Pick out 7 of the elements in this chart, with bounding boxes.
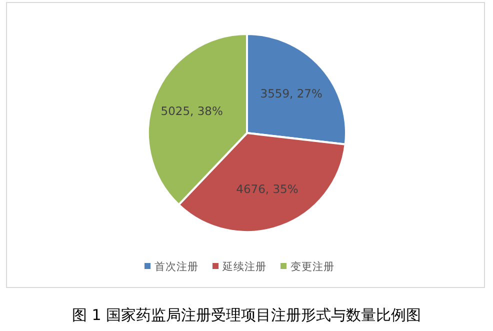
legend-label: 变更注册 [290, 260, 334, 273]
legend-label: 首次注册 [154, 260, 198, 273]
legend-label: 延续注册 [222, 260, 266, 273]
data-label: 5025, 38% [160, 104, 223, 118]
data-label: 4676, 35% [236, 182, 298, 196]
data-label: 3559, 27% [260, 86, 322, 100]
text: 图 1 国家药监局注册受理项目注册形式与数量比例图 [72, 306, 422, 324]
